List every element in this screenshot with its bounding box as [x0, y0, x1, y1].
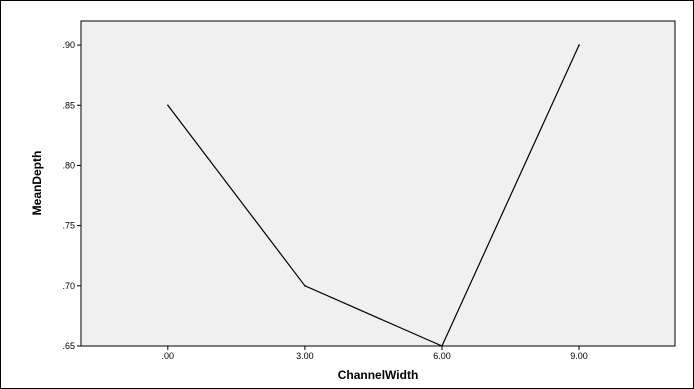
- plot-area: [80, 20, 676, 347]
- y-tick-label: .90: [62, 40, 75, 50]
- data-point: [441, 345, 443, 347]
- y-tick-label: .85: [62, 100, 75, 110]
- series-line: [167, 44, 580, 347]
- x-tick-label: 3.00: [296, 351, 314, 361]
- y-axis: .65 .70 .75 .80 .85 .90: [62, 40, 81, 351]
- y-tick-label: .70: [62, 281, 75, 291]
- x-tick-label: .00: [162, 351, 175, 361]
- data-point: [167, 104, 169, 107]
- y-axis-title: MeanDepth: [30, 151, 44, 216]
- data-point: [304, 285, 306, 287]
- y-tick-label: .80: [62, 160, 75, 170]
- x-axis: .00 3.00 6.00 9.00: [162, 346, 588, 361]
- series-layer: [167, 44, 580, 347]
- x-tick-label: 6.00: [433, 351, 451, 361]
- y-tick-label: .65: [62, 341, 75, 351]
- x-tick-label: 9.00: [570, 351, 588, 361]
- y-tick-label: .75: [62, 221, 75, 231]
- data-point: [578, 44, 580, 46]
- x-axis-title: ChannelWidth: [338, 368, 419, 382]
